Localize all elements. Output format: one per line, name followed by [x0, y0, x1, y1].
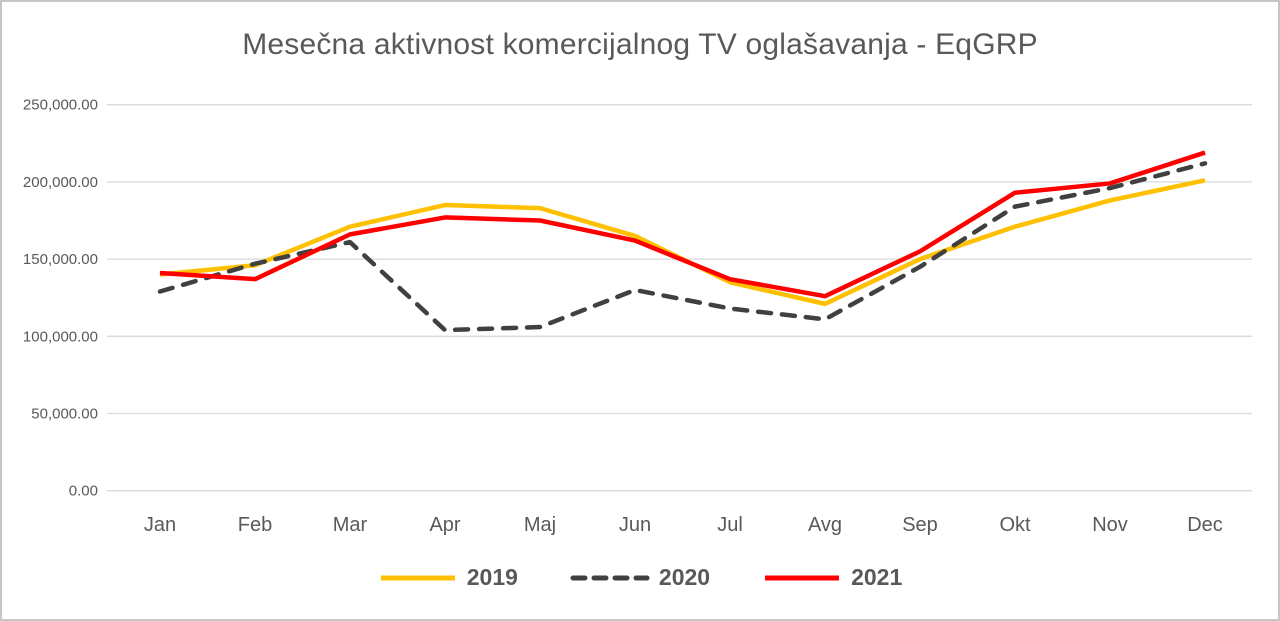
x-axis-label: Jun	[619, 514, 651, 536]
legend-swatch-2021-line-icon	[765, 575, 840, 580]
legend-item-2020: 2020	[570, 564, 710, 591]
y-axis-tick-label: 150,000.00	[23, 251, 98, 268]
y-axis-tick-label: 0.00	[69, 483, 98, 500]
x-axis-label: Sep	[902, 514, 938, 536]
legend-label-2019: 2019	[466, 564, 518, 590]
x-axis-label: Avg	[808, 514, 842, 536]
y-axis-tick-label: 100,000.00	[23, 328, 98, 345]
y-axis-tick-label: 250,000.00	[23, 97, 98, 114]
y-axis-tick-label: 200,000.00	[23, 174, 98, 191]
x-axis-label: Nov	[1092, 514, 1128, 536]
legend-swatch-2020-dashed-line-icon	[570, 575, 650, 580]
x-axis-label: Mar	[333, 514, 368, 536]
series-line-2020	[157, 161, 1208, 333]
x-axis-label: Okt	[999, 514, 1031, 536]
x-axis-label: Feb	[238, 514, 272, 536]
legend: 2019 2020 2021	[2, 564, 1278, 591]
legend-label-2020: 2020	[658, 564, 711, 590]
series-line-2021	[159, 150, 1206, 299]
x-axis-label: Dec	[1187, 514, 1223, 536]
x-axis-label: Apr	[429, 514, 460, 536]
y-axis-tick-label: 50,000.00	[31, 406, 98, 423]
legend-swatch-2019-line-icon	[380, 575, 455, 580]
legend-item-2019: 2019	[378, 564, 518, 591]
x-axis-label: Jan	[144, 514, 176, 536]
legend-label-2021: 2021	[851, 564, 903, 590]
legend-item-2021: 2021	[762, 564, 902, 591]
x-axis-label: Maj	[524, 514, 556, 536]
chart-title: Mesečna aktivnost komercijalnog TV oglaš…	[242, 28, 1038, 61]
x-axis-label: Jul	[717, 514, 743, 536]
